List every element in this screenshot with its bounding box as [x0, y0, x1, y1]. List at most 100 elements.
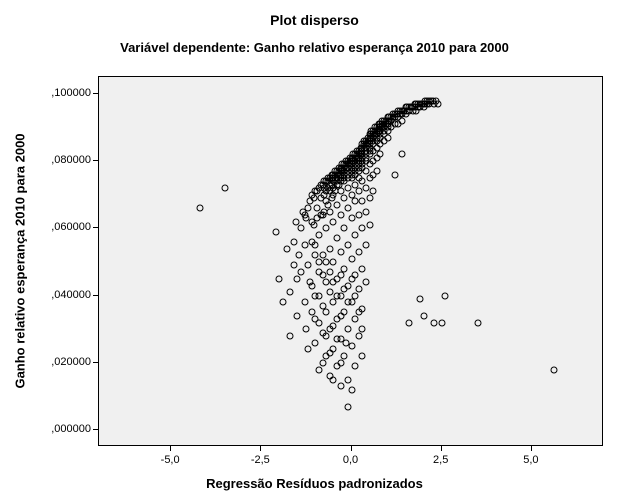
data-point [337, 211, 344, 218]
chart-title: Plot disperso [0, 12, 629, 28]
data-point [359, 161, 366, 168]
data-point [341, 285, 348, 292]
y-tick-mark [93, 362, 98, 363]
data-point [298, 225, 305, 232]
data-point [359, 326, 366, 333]
data-point [301, 299, 308, 306]
data-point [305, 262, 312, 269]
data-point [359, 225, 366, 232]
data-point [431, 319, 438, 326]
y-tick-mark [93, 429, 98, 430]
data-point [435, 100, 442, 107]
data-point [222, 185, 229, 192]
data-point [330, 279, 337, 286]
x-tick-label: 5,0 [523, 454, 538, 466]
data-point [312, 242, 319, 249]
data-point [296, 252, 303, 259]
data-point [348, 386, 355, 393]
x-tick-mark [531, 446, 532, 451]
data-point [330, 322, 337, 329]
data-point [326, 289, 333, 296]
x-tick-label: 0,0 [343, 454, 358, 466]
data-point [364, 141, 371, 148]
data-point [362, 185, 369, 192]
data-point [292, 218, 299, 225]
x-tick-label: -2,5 [251, 454, 270, 466]
data-point [334, 292, 341, 299]
data-point [362, 279, 369, 286]
data-point [420, 312, 427, 319]
data-point [341, 225, 348, 232]
data-point [355, 248, 362, 255]
data-point [344, 403, 351, 410]
data-point [352, 198, 359, 205]
data-point [406, 319, 413, 326]
data-point [316, 232, 323, 239]
data-point [301, 211, 308, 218]
data-point [344, 299, 351, 306]
data-point [301, 242, 308, 249]
data-point [323, 279, 330, 286]
y-axis-label: Ganho relativo esperança 2010 para 2000 [13, 133, 28, 388]
data-point [321, 208, 328, 215]
y-tick-mark [93, 295, 98, 296]
data-point [305, 346, 312, 353]
data-point [303, 326, 310, 333]
data-point [352, 292, 359, 299]
data-point [399, 151, 406, 158]
data-point [272, 228, 279, 235]
plot-area [98, 76, 603, 446]
data-point [323, 225, 330, 232]
data-point [326, 349, 333, 356]
data-point [316, 259, 323, 266]
data-point [337, 312, 344, 319]
data-point [337, 383, 344, 390]
x-tick-mark [260, 446, 261, 451]
data-point [352, 232, 359, 239]
y-tick-mark [93, 227, 98, 228]
data-point [344, 376, 351, 383]
data-point [319, 272, 326, 279]
data-point [319, 329, 326, 336]
x-tick-mark [441, 446, 442, 451]
data-point [357, 151, 364, 158]
data-point [399, 117, 406, 124]
y-tick-mark [93, 160, 98, 161]
data-point [310, 195, 317, 202]
y-tick-mark [93, 93, 98, 94]
data-point [330, 299, 337, 306]
data-point [287, 289, 294, 296]
x-axis-label: Regressão Resíduos padronizados [0, 476, 629, 491]
y-tick-label: ,080000 [43, 154, 91, 166]
data-point [355, 333, 362, 340]
data-point [355, 188, 362, 195]
data-point [343, 339, 350, 346]
data-point [337, 248, 344, 255]
data-point [362, 208, 369, 215]
data-point [283, 245, 290, 252]
scatter-chart: Plot disperso Variável dependente: Ganho… [0, 0, 629, 504]
data-point [384, 134, 391, 141]
data-point [337, 359, 344, 366]
y-tick-label: ,000000 [43, 423, 91, 435]
data-point [348, 275, 355, 282]
data-point [312, 339, 319, 346]
data-point [294, 312, 301, 319]
data-point [438, 319, 445, 326]
data-point [323, 259, 330, 266]
data-point [326, 269, 333, 276]
data-point [359, 198, 366, 205]
data-point [321, 185, 328, 192]
data-point [316, 366, 323, 373]
y-tick-label: ,100000 [43, 87, 91, 99]
data-point [330, 218, 337, 225]
data-point [355, 211, 362, 218]
data-point [290, 238, 297, 245]
y-tick-label: ,060000 [43, 221, 91, 233]
y-tick-label: ,040000 [43, 289, 91, 301]
data-point [344, 205, 351, 212]
data-point [344, 242, 351, 249]
data-point [348, 215, 355, 222]
data-point [325, 201, 332, 208]
data-point [366, 222, 373, 229]
